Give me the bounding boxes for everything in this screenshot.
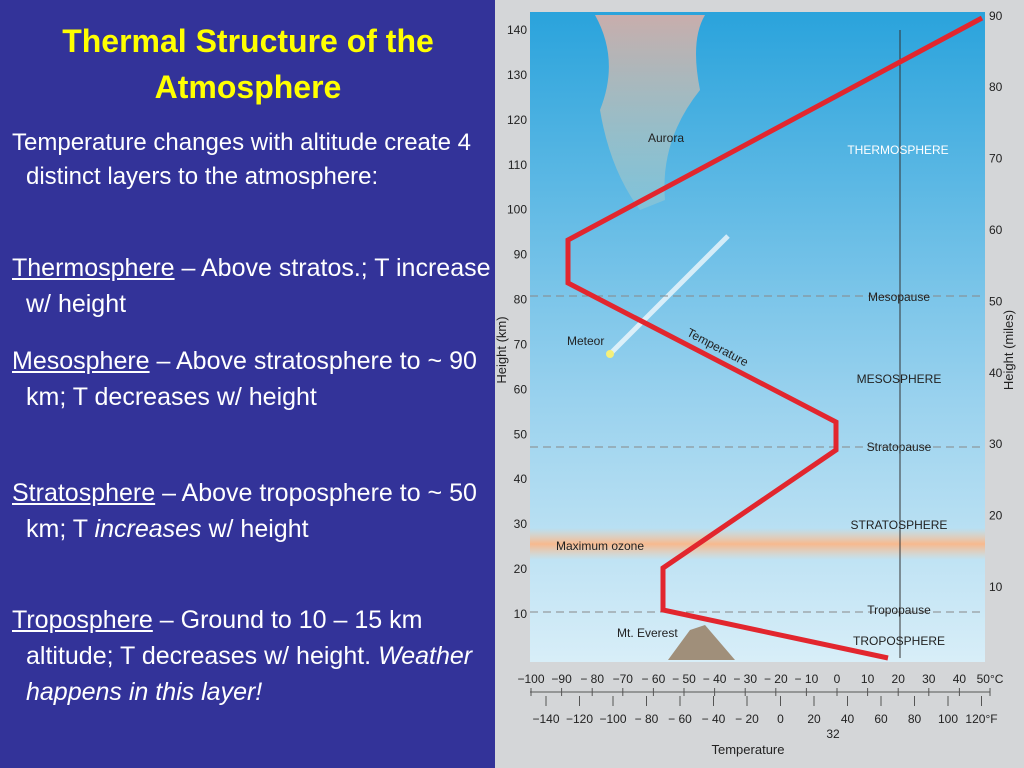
item-text: – Above stratos.; T increase w/ height <box>26 254 491 318</box>
item-italic: Weather happens in this layer! <box>26 642 473 706</box>
label: Aurora <box>648 131 684 145</box>
item-text: w/ height <box>201 515 309 543</box>
label: Meteor <box>567 334 604 348</box>
item: Stratosphere – Above troposphere to ~ 50… <box>12 475 504 547</box>
label: Mt. Everest <box>617 626 678 640</box>
item: Thermosphere – Above stratos.; T increas… <box>12 250 504 322</box>
fahrenheit-tick: −100 <box>599 712 626 726</box>
km-tick: 60 <box>514 382 528 396</box>
item: Troposphere – Ground to 10 – 15 km altit… <box>12 602 504 710</box>
km-tick: 140 <box>507 23 527 37</box>
celsius-tick: − 30 <box>733 672 757 686</box>
x-axis-label: Temperature <box>712 742 785 757</box>
fahrenheit-tick: 120°F <box>965 712 997 726</box>
fahrenheit-tick: 60 <box>874 712 888 726</box>
mile-tick: 90 <box>989 9 1003 23</box>
celsius-tick: − 60 <box>642 672 666 686</box>
meteor <box>606 350 614 358</box>
mile-tick: 20 <box>989 509 1003 523</box>
celsius-tick: 20 <box>892 672 906 686</box>
term: Troposphere <box>12 606 153 634</box>
km-tick: 110 <box>508 158 527 172</box>
slide-title: Thermal Structure of the Atmosphere <box>62 23 434 105</box>
label: MESOSPHERE <box>857 372 942 386</box>
celsius-tick: 30 <box>922 672 936 686</box>
fahrenheit-tick: − 20 <box>735 712 759 726</box>
label: Stratopause <box>867 440 932 454</box>
km-tick: 100 <box>507 203 527 217</box>
label: STRATOSPHERE <box>851 518 948 532</box>
freezing-label: 32 <box>826 727 840 741</box>
fahrenheit-tick: − 40 <box>702 712 726 726</box>
celsius-tick: − 80 <box>580 672 604 686</box>
fahrenheit-tick: 100 <box>938 712 958 726</box>
ozone-band <box>530 528 985 560</box>
term: Mesosphere <box>12 347 150 375</box>
celsius-tick: −100 <box>517 672 544 686</box>
km-tick: 90 <box>514 248 528 262</box>
fahrenheit-tick: 40 <box>841 712 855 726</box>
mile-tick: 10 <box>989 580 1003 594</box>
fahrenheit-tick: −140 <box>532 712 559 726</box>
text-panel: Thermal Structure of the Atmosphere Temp… <box>0 0 495 768</box>
mile-tick: 80 <box>989 80 1003 94</box>
boundaries <box>530 295 985 613</box>
temperature-curve <box>565 15 984 661</box>
item-italic: increases <box>94 515 202 543</box>
celsius-tick: − 10 <box>795 672 819 686</box>
intro: Temperature changes with altitude create… <box>12 129 471 190</box>
y-axis-label: Height (km) <box>495 316 509 383</box>
celsius-tick: 10 <box>861 672 875 686</box>
mile-tick: 40 <box>989 366 1003 380</box>
term: Stratosphere <box>12 479 156 507</box>
fahrenheit-tick: − 60 <box>668 712 692 726</box>
label: TROPOSPHERE <box>853 634 945 648</box>
km-tick: 80 <box>514 293 528 307</box>
mile-tick: 30 <box>989 437 1003 451</box>
item-text: – Ground to 10 – 15 km altitude; T decre… <box>26 606 423 670</box>
fahrenheit-tick: 0 <box>777 712 784 726</box>
label: Mesopause <box>868 290 930 304</box>
km-tick: 40 <box>514 472 528 486</box>
item-text: – Above stratosphere to ~ 90 km; T decre… <box>26 347 477 411</box>
atmosphere-figure: Aurora Meteor Temperature Maximum ozone … <box>495 0 1024 768</box>
item: Mesosphere – Above stratosphere to ~ 90 … <box>12 343 504 415</box>
km-tick: 50 <box>514 427 528 441</box>
label: Tropopause <box>867 603 931 617</box>
fahrenheit-tick: 80 <box>908 712 922 726</box>
aurora <box>595 15 705 210</box>
km-tick: 20 <box>514 562 528 576</box>
item-text: – Above troposphere to ~ 50 km; T <box>26 479 477 543</box>
celsius-tick: − 40 <box>703 672 727 686</box>
km-tick: 130 <box>507 68 527 82</box>
celsius-tick: − 50 <box>672 672 696 686</box>
km-tick: 70 <box>514 337 528 351</box>
label: Maximum ozone <box>556 539 644 553</box>
mountain <box>668 625 735 660</box>
y2-axis-label: Height (miles) <box>1001 310 1016 390</box>
celsius-tick: 0 <box>834 672 841 686</box>
km-tick: 30 <box>514 517 528 531</box>
fahrenheit-tick: −120 <box>566 712 593 726</box>
label: THERMOSPHERE <box>847 143 948 157</box>
mile-tick: 50 <box>989 294 1003 308</box>
km-tick: 10 <box>514 607 528 621</box>
celsius-tick: 50°C <box>977 672 1004 686</box>
mile-tick: 70 <box>989 152 1003 166</box>
fahrenheit-tick: 20 <box>807 712 821 726</box>
celsius-tick: −70 <box>613 672 634 686</box>
celsius-tick: − 20 <box>764 672 788 686</box>
celsius-tick: −90 <box>551 672 572 686</box>
term: Thermosphere <box>12 254 175 282</box>
celsius-tick: 40 <box>953 672 967 686</box>
km-tick: 120 <box>507 113 527 127</box>
mile-tick: 60 <box>989 223 1003 237</box>
meteor-trail <box>610 234 730 354</box>
fahrenheit-tick: − 80 <box>635 712 659 726</box>
